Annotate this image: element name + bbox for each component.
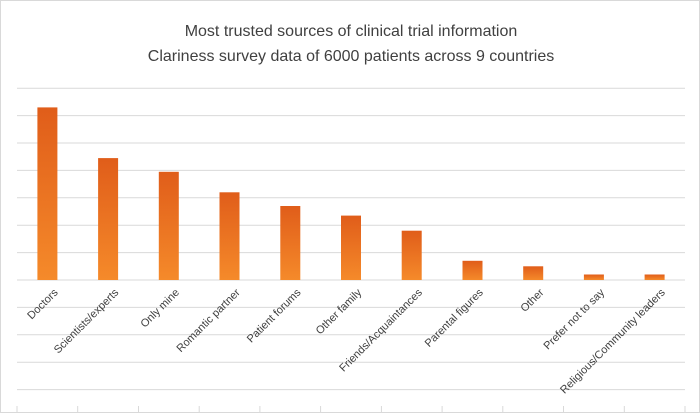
bar-other	[523, 266, 544, 280]
chart-subtitle: Clariness survey data of 6000 patients a…	[147, 48, 555, 65]
x-tick-label: Other family	[314, 286, 365, 337]
x-tick-label: Scientists/experts	[52, 286, 122, 356]
x-tick-label: Other	[518, 286, 546, 314]
bar-only-mine	[158, 171, 179, 280]
bar-patient-forums	[280, 206, 301, 280]
x-tick-label: Parental figures	[423, 286, 486, 349]
x-tick-label: Religious/Community leaders	[558, 286, 668, 396]
bar-romantic-partner	[219, 192, 240, 280]
bar-other-family	[341, 215, 361, 280]
x-tick-label: Romantic partner	[175, 286, 243, 354]
chart-title-block: Most trusted sources of clinical trial i…	[1, 19, 699, 69]
bar-parental-figures	[462, 260, 483, 280]
bar-prefer-not-to-say	[583, 274, 604, 280]
x-tick-label: Prefer not to say	[542, 286, 608, 352]
x-tick-label: Only mine	[139, 287, 183, 331]
bar-doctors	[37, 107, 58, 281]
bar-scientists-experts	[98, 158, 119, 280]
chart-title: Most trusted sources of clinical trial i…	[184, 23, 518, 40]
bar-religious-community-leaders	[644, 274, 665, 280]
bar-friends-acquaintances	[401, 230, 422, 280]
x-tick-label: Doctors	[25, 286, 61, 322]
x-tick-label: Patient forums	[245, 286, 304, 345]
